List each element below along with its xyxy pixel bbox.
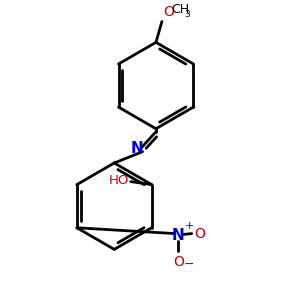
Text: O: O xyxy=(195,226,206,241)
Text: −: − xyxy=(184,258,194,271)
Text: HO: HO xyxy=(109,174,129,187)
Text: +: + xyxy=(185,220,194,231)
Text: 3: 3 xyxy=(184,10,190,19)
Text: N: N xyxy=(172,229,185,244)
Text: N: N xyxy=(131,141,144,156)
Text: O: O xyxy=(164,5,174,19)
Text: CH: CH xyxy=(171,3,190,16)
Text: O: O xyxy=(173,255,184,269)
